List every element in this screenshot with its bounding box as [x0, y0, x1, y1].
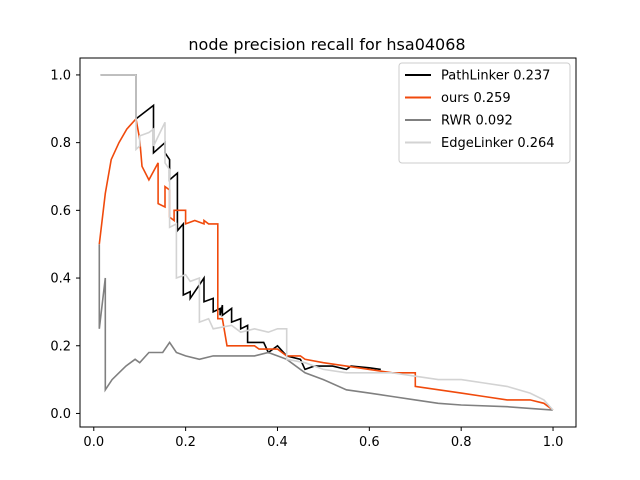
plot-area	[98, 74, 554, 411]
series-line-0	[100, 74, 381, 371]
series-line-3	[100, 74, 554, 411]
y-tick-label-3: 0.6	[50, 204, 71, 219]
legend-label-2: RWR 0.092	[441, 114, 513, 129]
legend-label-1: ours 0.259	[441, 91, 511, 106]
x-tick-label-0: 0.0	[83, 435, 104, 450]
y-tick-label-0: 0.0	[50, 407, 71, 422]
legend-label-0: PathLinker 0.237	[441, 69, 550, 84]
y-tick-label-4: 0.8	[50, 136, 71, 151]
x-tick-label-2: 0.4	[267, 435, 288, 450]
chart-title: node precision recall for hsa04068	[188, 35, 465, 54]
series-line-2	[98, 244, 554, 411]
x-tick-label-3: 0.6	[359, 435, 380, 450]
axes: 0.0 0.2 0.4 0.6 0.8 1.0 0.0 0.2 0.4 0.6 0.8 1.0	[50, 57, 577, 450]
legend: PathLinker 0.237 ours 0.259 RWR 0.092 EdgeL…	[398, 62, 571, 164]
y-tick-label-1: 0.2	[50, 339, 71, 354]
series-line-1	[98, 117, 554, 411]
plot-frame	[79, 57, 577, 428]
legend-box	[398, 62, 571, 164]
x-tick-label-1: 0.2	[175, 435, 196, 450]
y-tick-label-2: 0.4	[50, 272, 71, 287]
y-tick-label-5: 1.0	[50, 68, 71, 83]
x-tick-label-5: 1.0	[543, 435, 564, 450]
legend-label-3: EdgeLinker 0.264	[441, 136, 555, 151]
x-tick-label-4: 0.8	[451, 435, 472, 450]
